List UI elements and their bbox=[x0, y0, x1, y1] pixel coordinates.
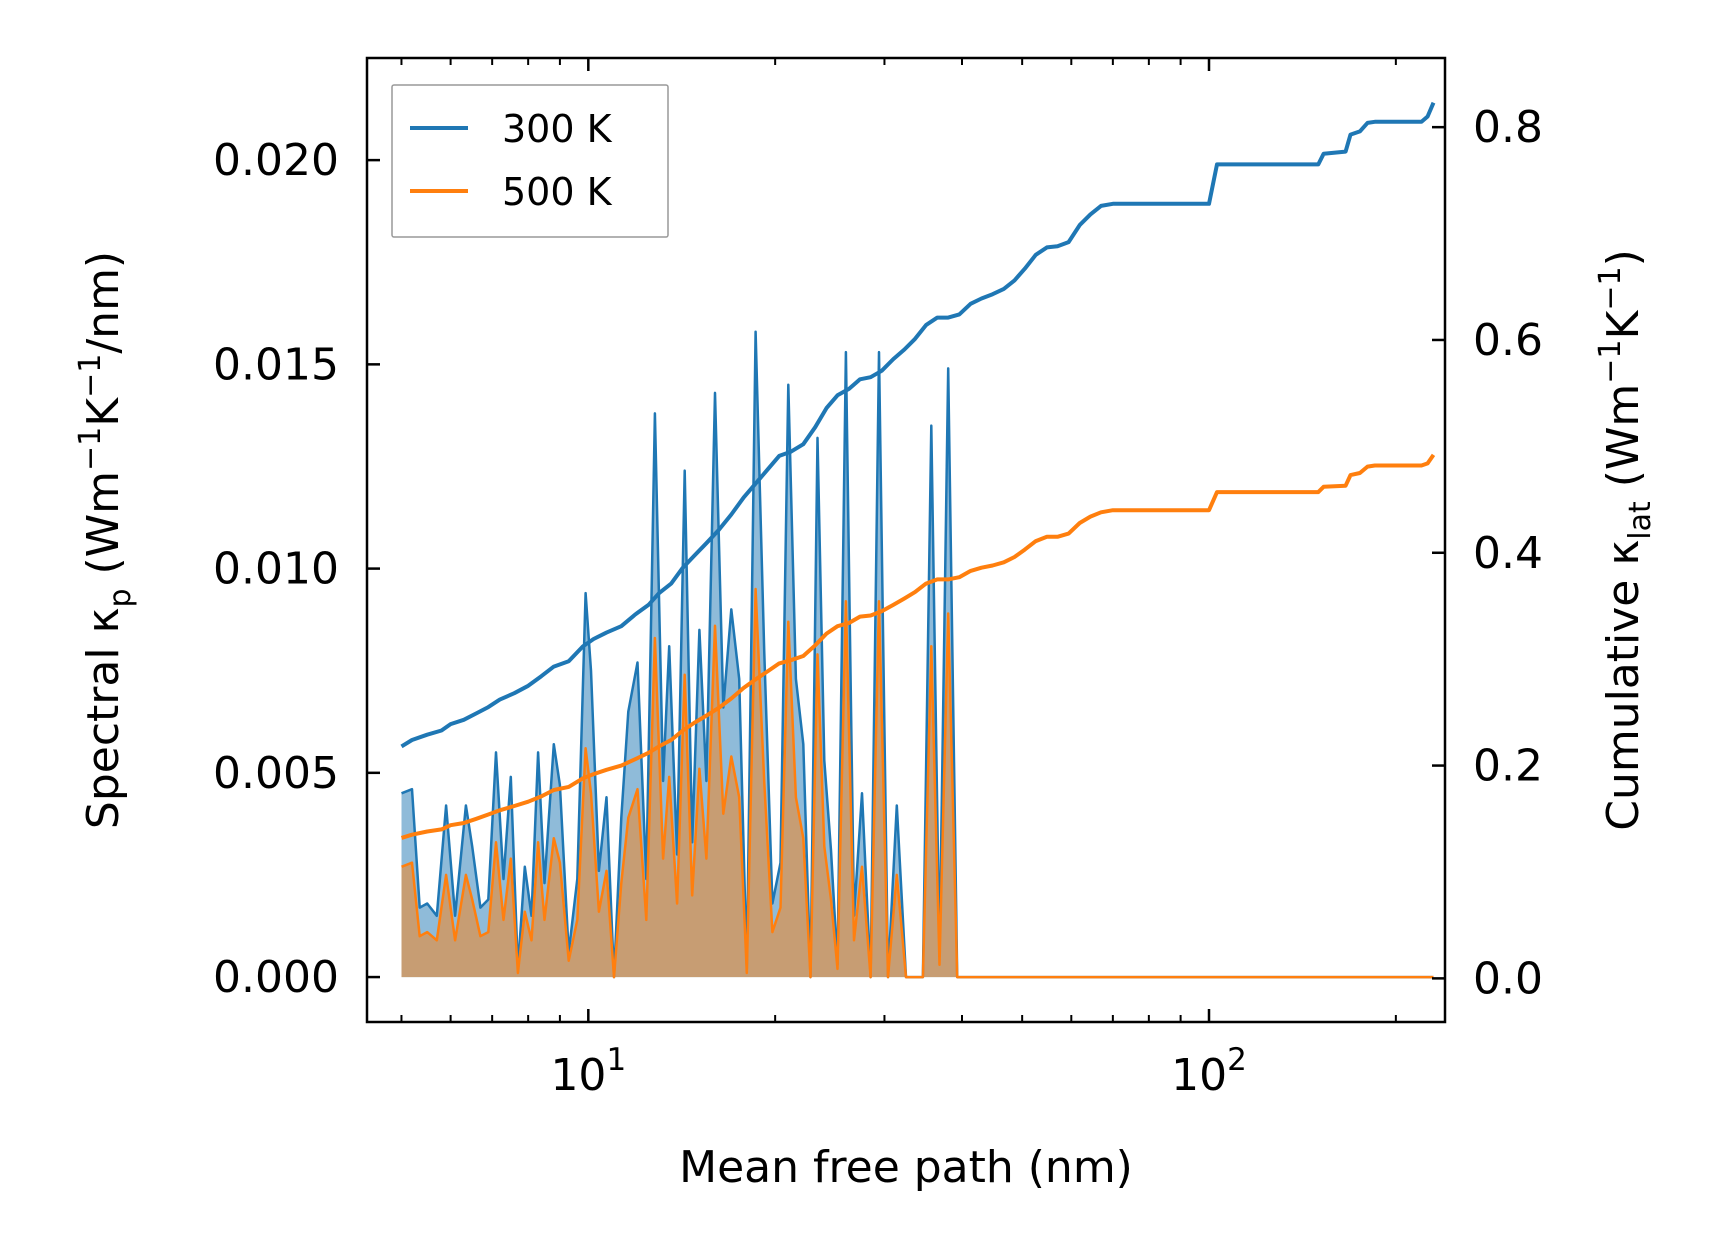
plot-frame bbox=[365, 56, 1447, 1024]
x-tick-label: 101 bbox=[550, 1042, 626, 1101]
y-axis-label-left: Spectral κp (Wm−1K−1/nm) bbox=[73, 251, 138, 829]
x-tick-label: 102 bbox=[1171, 1042, 1247, 1101]
y-left-tick-label: 0.010 bbox=[213, 544, 339, 595]
spectral-fill-500k bbox=[401, 589, 1434, 978]
y-axis-label-right: Cumulative κlat (Wm−1K−1) bbox=[1593, 249, 1658, 831]
x-axis-label: Mean free path (nm) bbox=[679, 1142, 1133, 1193]
y-left-tick-label: 0.015 bbox=[213, 339, 339, 390]
cumulative-line-300k bbox=[400, 101, 1436, 749]
plot-content bbox=[400, 101, 1436, 979]
y-left-tick-label: 0.005 bbox=[213, 748, 339, 799]
y-right-tick-label: 0.0 bbox=[1473, 953, 1543, 1004]
axis-ticks: 101 102 0.000 0.005 0.010 0.015 0.020 0.0 0.2 0.4… bbox=[213, 58, 1543, 1101]
legend-label-300k: 300 K bbox=[502, 107, 613, 151]
y-right-tick-label: 0.2 bbox=[1473, 741, 1543, 792]
y-right-tick-label: 0.6 bbox=[1473, 315, 1543, 366]
legend-label-500k: 500 K bbox=[502, 170, 613, 214]
y-right-tick-label: 0.4 bbox=[1473, 528, 1543, 579]
y-left-tick-label: 0.000 bbox=[213, 952, 339, 1003]
y-left-tick-label: 0.020 bbox=[213, 135, 339, 186]
cumulative-line-500k bbox=[400, 453, 1436, 840]
legend: 300 K 500 K bbox=[391, 84, 669, 238]
y-right-tick-label: 0.8 bbox=[1473, 102, 1543, 153]
legend-box bbox=[391, 84, 669, 238]
spectral-line-500k bbox=[401, 587, 1434, 979]
